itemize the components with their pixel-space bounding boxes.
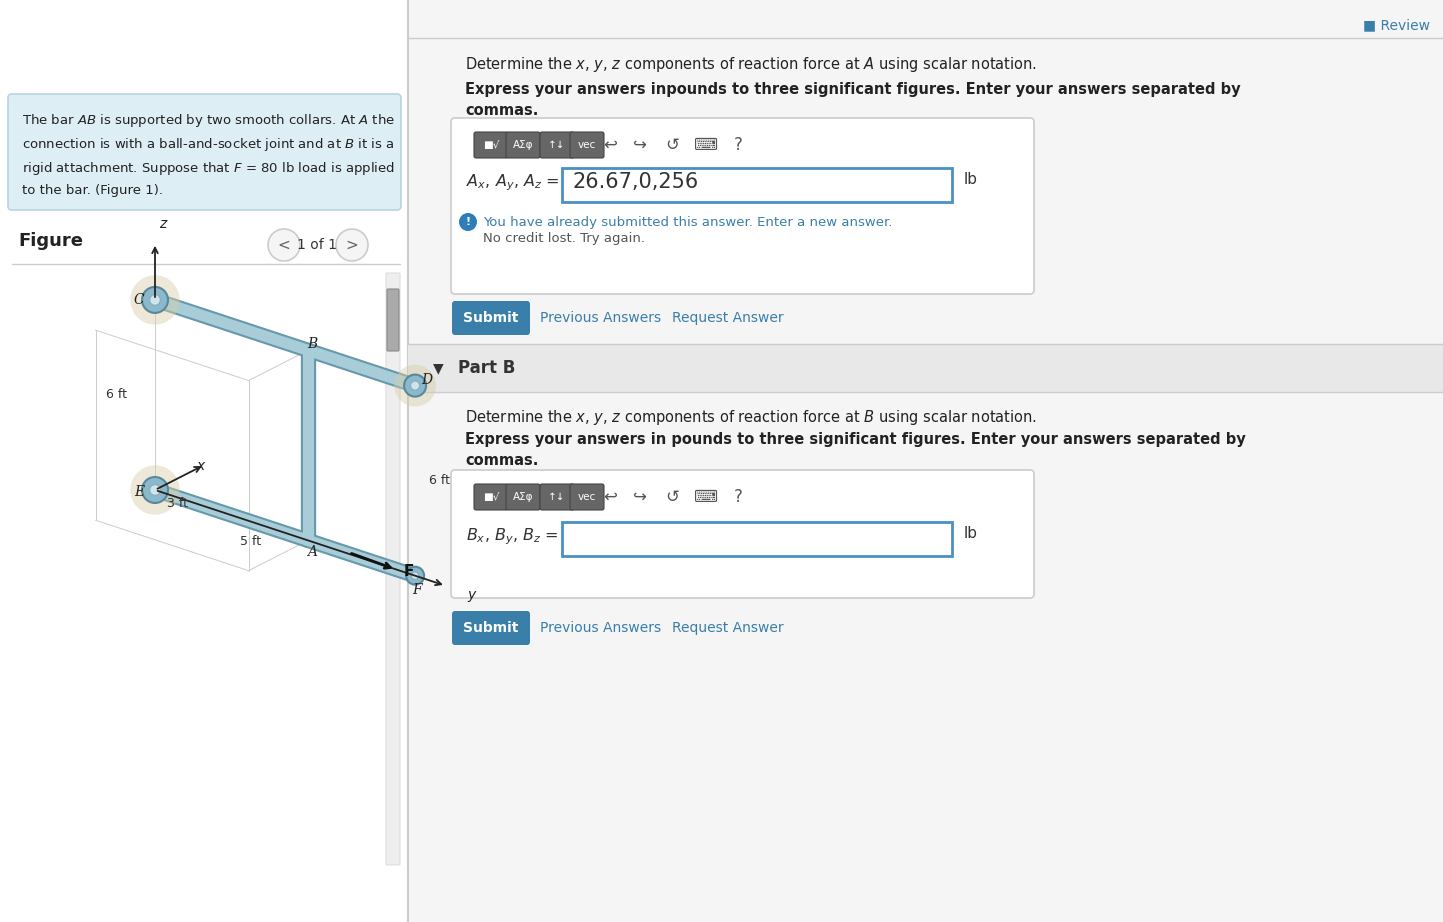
Text: ⌨: ⌨ (694, 136, 719, 154)
Text: Submit: Submit (463, 311, 518, 325)
Text: Previous Answers: Previous Answers (540, 311, 661, 325)
FancyBboxPatch shape (506, 484, 540, 510)
Text: ↪: ↪ (633, 488, 646, 506)
Text: Part B: Part B (457, 359, 515, 377)
Text: ■ Review: ■ Review (1364, 18, 1430, 32)
Text: Express your answers inpounds to three significant figures. Enter your answers s: Express your answers inpounds to three s… (465, 82, 1241, 97)
FancyBboxPatch shape (561, 522, 952, 556)
FancyBboxPatch shape (561, 168, 952, 202)
FancyBboxPatch shape (540, 132, 574, 158)
Text: !: ! (466, 217, 470, 227)
Text: 6 ft: 6 ft (105, 388, 127, 401)
Text: $B_x$, $B_y$, $B_z$ =: $B_x$, $B_y$, $B_z$ = (466, 526, 558, 547)
Circle shape (405, 567, 424, 585)
Circle shape (404, 374, 426, 396)
Circle shape (130, 276, 180, 325)
Circle shape (268, 229, 300, 261)
Text: ↪: ↪ (633, 136, 646, 154)
FancyBboxPatch shape (473, 484, 508, 510)
Circle shape (336, 229, 368, 261)
Text: 3 ft: 3 ft (167, 497, 188, 511)
FancyBboxPatch shape (452, 611, 530, 645)
Text: Figure: Figure (17, 232, 84, 250)
Text: x: x (196, 459, 205, 473)
Text: ΑΣφ: ΑΣφ (512, 140, 534, 150)
Text: E: E (134, 485, 144, 499)
FancyBboxPatch shape (452, 118, 1035, 294)
Text: 26.67,0,256: 26.67,0,256 (571, 172, 698, 192)
Circle shape (410, 381, 420, 390)
Text: 6 ft: 6 ft (429, 474, 450, 487)
FancyBboxPatch shape (385, 273, 400, 865)
Text: 5 ft: 5 ft (240, 535, 261, 549)
FancyBboxPatch shape (570, 484, 605, 510)
Text: ?: ? (733, 488, 743, 506)
Text: ▼: ▼ (433, 361, 443, 375)
FancyBboxPatch shape (452, 470, 1035, 598)
Text: Determine the $x$, $y$, $z$ components of reaction force at $A$ using scalar not: Determine the $x$, $y$, $z$ components o… (465, 55, 1038, 74)
Text: Previous Answers: Previous Answers (540, 621, 661, 635)
FancyBboxPatch shape (452, 301, 530, 335)
Text: connection is with a ball-and-socket joint and at $\mathit{B}$ it is a: connection is with a ball-and-socket joi… (22, 136, 394, 153)
Text: No credit lost. Try again.: No credit lost. Try again. (483, 232, 645, 245)
Text: commas.: commas. (465, 103, 538, 118)
Text: vec: vec (577, 140, 596, 150)
Circle shape (141, 477, 167, 503)
Circle shape (459, 213, 478, 231)
FancyBboxPatch shape (473, 132, 508, 158)
Text: Submit: Submit (463, 621, 518, 635)
Circle shape (130, 466, 180, 514)
Text: F: F (413, 583, 421, 597)
Text: ↩: ↩ (603, 488, 618, 506)
Text: lb: lb (964, 172, 978, 187)
Text: Request Answer: Request Answer (672, 311, 784, 325)
Text: $A_x$, $A_y$, $A_z$ =: $A_x$, $A_y$, $A_z$ = (466, 172, 560, 193)
FancyBboxPatch shape (540, 484, 574, 510)
Bar (408, 0, 1443, 922)
Circle shape (150, 294, 160, 305)
Text: ⌨: ⌨ (694, 488, 719, 506)
Text: ?: ? (733, 136, 743, 154)
Text: >: > (346, 238, 358, 253)
Text: You have already submitted this answer. Enter a new answer.: You have already submitted this answer. … (483, 216, 892, 229)
Text: Request Answer: Request Answer (672, 621, 784, 635)
Bar (408, 344, 1443, 392)
FancyBboxPatch shape (9, 94, 401, 210)
Text: ΑΣφ: ΑΣφ (512, 492, 534, 502)
FancyBboxPatch shape (570, 132, 605, 158)
Circle shape (394, 365, 436, 407)
Text: ■√: ■√ (483, 492, 499, 502)
FancyBboxPatch shape (387, 289, 400, 351)
Text: 1 of 1: 1 of 1 (297, 238, 338, 252)
Text: <: < (277, 238, 290, 253)
Text: Determine the $x$, $y$, $z$ components of reaction force at $B$ using scalar not: Determine the $x$, $y$, $z$ components o… (465, 408, 1038, 427)
Text: to the bar. (Figure 1).: to the bar. (Figure 1). (22, 184, 163, 197)
Text: ↺: ↺ (665, 136, 680, 154)
Text: y: y (468, 588, 475, 602)
Text: ↩: ↩ (603, 136, 618, 154)
Text: F: F (404, 564, 414, 579)
Text: The bar $\mathit{AB}$ is supported by two smooth collars. At $\mathit{A}$ the: The bar $\mathit{AB}$ is supported by tw… (22, 112, 395, 129)
Text: Express your answers in pounds to three significant figures. Enter your answers : Express your answers in pounds to three … (465, 432, 1245, 447)
Text: A: A (307, 546, 317, 560)
Circle shape (411, 572, 418, 579)
Text: z: z (159, 218, 166, 231)
FancyBboxPatch shape (506, 132, 540, 158)
Text: commas.: commas. (465, 453, 538, 468)
Text: ↑↓: ↑↓ (548, 140, 566, 150)
Circle shape (141, 287, 167, 313)
Circle shape (150, 485, 160, 495)
Text: lb: lb (964, 526, 978, 541)
Text: C: C (134, 293, 144, 307)
Text: ↺: ↺ (665, 488, 680, 506)
Text: B: B (307, 337, 317, 351)
Text: ↑↓: ↑↓ (548, 492, 566, 502)
Text: ■√: ■√ (483, 140, 499, 150)
Text: D: D (421, 372, 433, 386)
Text: rigid attachment. Suppose that $\mathit{F}$ = 80 lb load is applied: rigid attachment. Suppose that $\mathit{… (22, 160, 395, 177)
Text: vec: vec (577, 492, 596, 502)
